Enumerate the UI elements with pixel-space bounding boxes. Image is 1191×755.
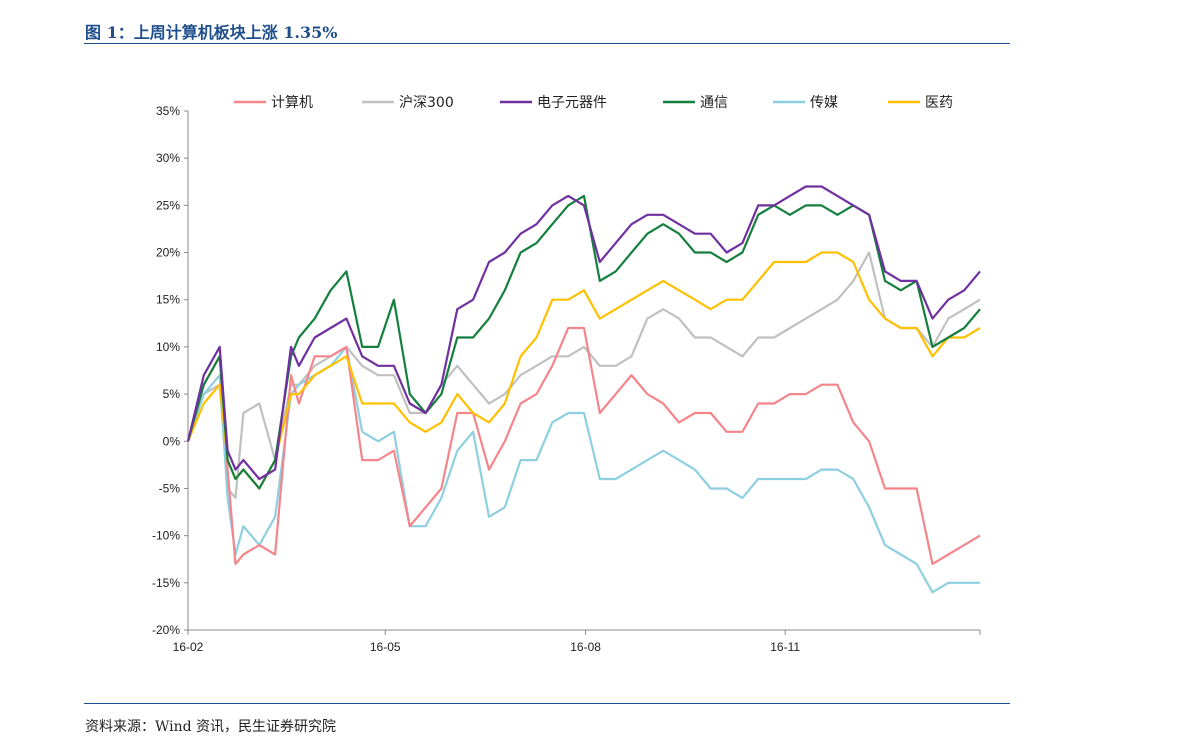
legend-label: 沪深300 [399,95,454,111]
line-chart: 35% 30% 25% 20% 15% 10% 5% 0% -5% -10% -15% -20% 16-… [152,95,981,654]
header-rule [84,43,1010,44]
series-line-3 [186,194,981,490]
x-tick-label: 16-05 [370,640,401,654]
y-tick-label: 5% [163,387,181,401]
chart-series [186,185,981,594]
y-tick-label: 15% [156,293,180,307]
legend-label: 传媒 [810,95,838,111]
y-tick-label: 25% [156,198,180,212]
y-tick-label: -5% [159,481,181,495]
y-tick-label: 10% [156,340,180,354]
y-tick-label: -20% [152,623,180,637]
series-line-0 [186,326,981,566]
series-line-5 [186,251,981,490]
chart-legend: 计算机 沪深300 电子元器件 通信 传媒 医药 [234,95,953,111]
chart-axes: 35% 30% 25% 20% 15% 10% 5% 0% -5% -10% -15% -20% 16-… [152,104,981,654]
legend-label: 通信 [700,95,728,111]
x-tick-label: 16-02 [173,640,204,654]
legend-label: 电子元器件 [537,95,607,111]
legend-label: 计算机 [271,95,313,111]
source-note: 资料来源：Wind 资讯，民生证券研究院 [85,719,337,735]
figure-title: 图 1：上周计算机板块上涨 1.35% [85,23,338,42]
legend-label: 医药 [925,95,953,111]
y-tick-label: 0% [163,434,181,448]
y-tick-label: 20% [156,246,180,260]
y-tick-label: -15% [152,576,180,590]
x-tick-label: 16-08 [570,640,601,654]
footer-rule [84,703,1010,704]
y-tick-label: 35% [156,104,180,118]
series-line-1 [186,251,981,499]
series-line-2 [186,185,981,481]
y-tick-label: -10% [152,529,180,543]
y-tick-label: 30% [156,151,180,165]
x-tick-label: 16-11 [770,640,800,654]
series-line-4 [186,345,980,594]
